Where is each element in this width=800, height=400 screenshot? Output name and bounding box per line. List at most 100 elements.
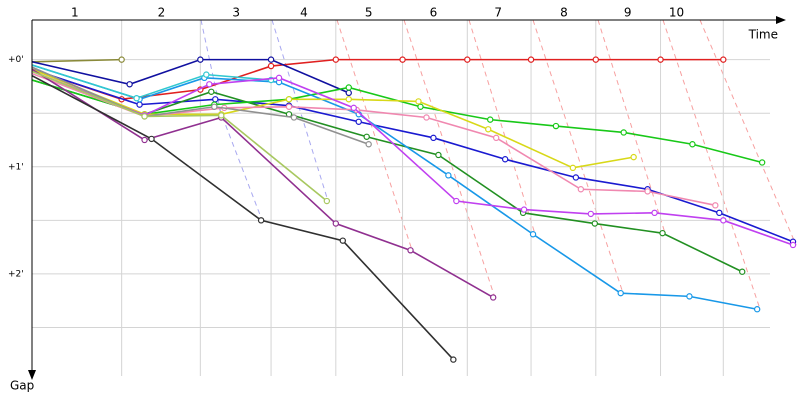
series-line: [31, 68, 634, 169]
guide: [532, 19, 624, 294]
guide: [271, 19, 329, 202]
point: [464, 56, 471, 63]
point: [569, 164, 577, 172]
point: [323, 197, 331, 205]
x-tick-label: 9: [624, 6, 632, 20]
point: [659, 229, 666, 237]
point: [203, 71, 210, 78]
y-axis-label: Gap: [10, 379, 34, 393]
point: [267, 56, 275, 63]
point: [453, 197, 460, 205]
series-line: [31, 64, 272, 100]
point: [332, 56, 340, 63]
point: [644, 188, 651, 195]
guide: [336, 19, 413, 251]
point: [620, 129, 627, 136]
point: [630, 153, 637, 161]
point: [720, 56, 727, 63]
point: [345, 89, 352, 97]
point: [417, 103, 424, 110]
point: [529, 231, 537, 238]
point: [136, 101, 143, 108]
point: [399, 56, 406, 63]
guide: [468, 19, 536, 235]
point: [592, 56, 599, 63]
point: [211, 103, 218, 110]
point: [148, 135, 155, 143]
point: [218, 112, 225, 119]
x-tick-label: 3: [232, 6, 240, 20]
point: [577, 186, 585, 193]
point: [345, 84, 352, 91]
x-tick-label: 7: [494, 6, 502, 20]
point: [365, 141, 372, 148]
point: [657, 56, 664, 63]
x-tick-label: 10: [669, 6, 684, 20]
y-tick-label: +2': [8, 269, 24, 279]
point: [617, 289, 624, 297]
series-line: [31, 72, 716, 207]
y-tick-label: +0': [8, 55, 24, 65]
point: [591, 220, 598, 227]
point: [141, 136, 148, 144]
guide: [699, 19, 797, 246]
point: [332, 220, 340, 227]
x-tick-label: 8: [560, 6, 568, 20]
plot: [31, 56, 797, 363]
point: [141, 113, 148, 120]
series-line: [31, 74, 454, 361]
point: [257, 217, 265, 224]
point: [485, 126, 492, 133]
point: [339, 237, 346, 244]
point: [355, 118, 362, 125]
point: [689, 141, 696, 148]
point: [212, 96, 219, 103]
point: [753, 306, 761, 313]
point: [487, 116, 494, 123]
series-line: [31, 70, 328, 202]
point: [275, 74, 283, 82]
series-line: [31, 79, 743, 273]
x-tick-label: 2: [158, 6, 166, 20]
series-line: [31, 58, 122, 63]
point: [285, 96, 293, 103]
series-line: [31, 79, 763, 164]
point: [686, 293, 693, 300]
point: [789, 241, 797, 249]
series-line: [31, 64, 758, 311]
point: [758, 159, 766, 166]
point: [716, 209, 723, 217]
point: [350, 104, 357, 112]
point: [492, 134, 500, 142]
series-line: [31, 58, 724, 101]
guide: [200, 19, 223, 119]
point: [520, 206, 528, 213]
point: [285, 103, 293, 110]
point: [651, 209, 658, 217]
point: [450, 356, 457, 363]
point: [435, 151, 442, 159]
point: [587, 210, 595, 218]
point: [501, 156, 509, 163]
x-arrow: [776, 16, 786, 24]
x-tick-label: 6: [430, 6, 438, 20]
point: [290, 114, 298, 121]
point: [208, 88, 215, 95]
grid: [32, 20, 770, 376]
x-tick-label: 1: [71, 6, 79, 20]
point: [720, 217, 727, 224]
point: [430, 134, 437, 142]
lapping-guides: [200, 19, 797, 310]
x-axis-label: Time: [748, 28, 778, 42]
point: [133, 94, 140, 102]
x-tick-label: 4: [300, 6, 308, 20]
point: [363, 133, 370, 140]
point: [415, 98, 422, 105]
point: [345, 96, 352, 103]
point: [197, 56, 204, 63]
point: [489, 294, 497, 301]
point: [552, 122, 560, 130]
point: [739, 268, 746, 275]
y-tick-label: +1': [8, 162, 24, 172]
